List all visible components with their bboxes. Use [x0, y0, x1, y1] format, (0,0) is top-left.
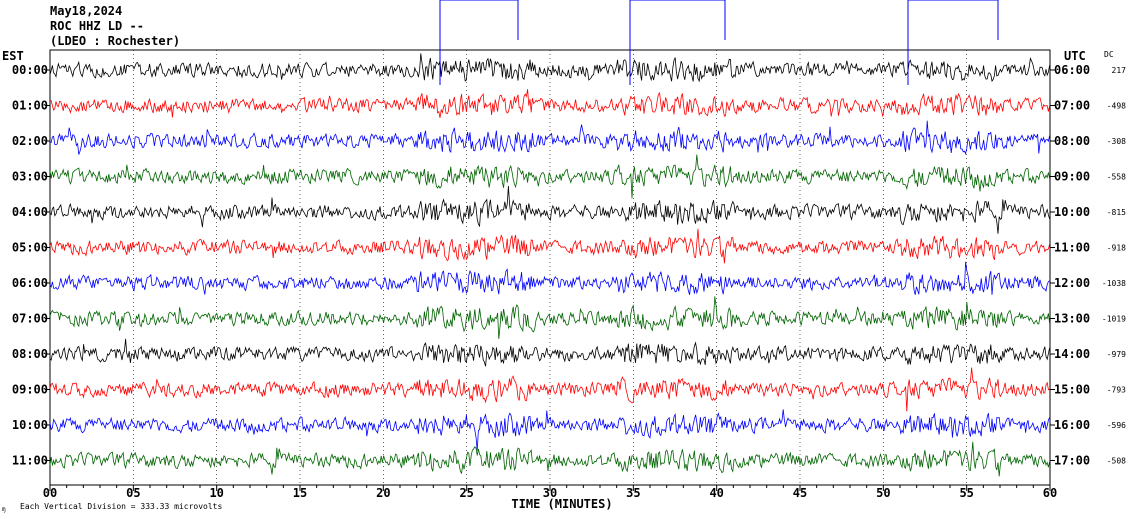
trace-row: [49, 441, 1050, 477]
utc-hour-label: 16:00: [1054, 418, 1090, 432]
trace-spike-outline: [439, 0, 519, 85]
x-tick-label: 30: [543, 486, 557, 500]
utc-axis-label: UTC: [1064, 49, 1086, 63]
est-hour-label: 06:00: [12, 276, 48, 290]
logo-mark: ɱ: [2, 506, 6, 513]
x-tick-label: 00: [43, 486, 57, 500]
dc-offset-value: -815: [1107, 208, 1126, 217]
est-hour-label: 00:00: [12, 63, 48, 77]
est-hour-label: 02:00: [12, 134, 48, 148]
est-hour-label: 09:00: [12, 383, 48, 397]
dc-offset-value: -1038: [1102, 279, 1126, 288]
utc-hour-label: 14:00: [1054, 347, 1090, 361]
est-hour-label: 04:00: [12, 205, 48, 219]
trace-row: [49, 367, 1050, 412]
trace-row: [49, 228, 1050, 264]
x-tick-label: 20: [376, 486, 390, 500]
trace-row: [49, 338, 1050, 367]
dc-label: DC: [1104, 50, 1114, 59]
trace-row: [49, 154, 1050, 199]
trace-row: [49, 409, 1050, 451]
trace-row: [49, 53, 1050, 83]
x-tick-label: 55: [959, 486, 973, 500]
utc-hour-label: 09:00: [1054, 170, 1090, 184]
utc-hour-label: 12:00: [1054, 276, 1090, 290]
trace-spike-outline: [629, 0, 726, 85]
est-labels: 00:00 01:00 02:00 03:00 04:00 05:00 06:00 07:00…: [12, 63, 48, 468]
x-tick-label: 50: [876, 486, 890, 500]
trace-row: [49, 261, 1050, 295]
x-tick-label: 45: [793, 486, 807, 500]
x-tick-label: 10: [209, 486, 223, 500]
utc-hour-label: 15:00: [1054, 383, 1090, 397]
x-tick-label: 05: [126, 486, 140, 500]
dc-offset-value: -918: [1107, 244, 1126, 253]
trace-row: [49, 120, 1050, 155]
est-hour-label: 07:00: [12, 312, 48, 326]
dc-offset-value: 217: [1112, 66, 1127, 75]
trace-layer: [49, 0, 1050, 477]
utc-hour-label: 10:00: [1054, 205, 1090, 219]
dc-offset-value: -979: [1107, 350, 1126, 359]
trace-row: [49, 89, 1050, 118]
x-tick-label: 60: [1043, 486, 1057, 500]
utc-hour-label: 06:00: [1054, 63, 1090, 77]
header-station: ROC HHZ LD --: [50, 19, 144, 33]
utc-labels: 06:00 07:00 08:00 09:00 10:00 11:00 12:00 13:00…: [1054, 63, 1090, 468]
est-hour-label: 03:00: [12, 170, 48, 184]
est-hour-label: 01:00: [12, 99, 48, 113]
trace-row: [49, 185, 1050, 234]
dc-offset-value: -793: [1107, 386, 1126, 395]
x-tick-label: 15: [293, 486, 307, 500]
est-hour-label: 05:00: [12, 241, 48, 255]
est-axis-label: EST: [2, 49, 24, 63]
x-tick-label: 25: [459, 486, 473, 500]
x-axis-label: TIME (MINUTES): [511, 497, 612, 511]
dc-offset-value: -498: [1107, 102, 1126, 111]
dc-offset-value: -308: [1107, 137, 1126, 146]
trace-row: [49, 296, 1050, 339]
x-tick-label: 35: [626, 486, 640, 500]
dc-offset-value: -596: [1107, 421, 1126, 430]
trace-spike-outline: [907, 0, 999, 85]
dc-offset-value: -1019: [1102, 315, 1126, 324]
utc-hour-label: 07:00: [1054, 99, 1090, 113]
grid-layer: [45, 50, 1055, 491]
footer-note: Each Vertical Division = 333.33 microvol…: [20, 502, 222, 511]
utc-hour-label: 11:00: [1054, 241, 1090, 255]
dc-offset-value: -508: [1107, 457, 1126, 466]
est-hour-label: 10:00: [12, 418, 48, 432]
dc-values: 217 -498 -308 -558 -815 -918 -1038 -1019 -979 -79…: [1102, 66, 1126, 466]
est-hour-label: 08:00: [12, 347, 48, 361]
utc-hour-label: 08:00: [1054, 134, 1090, 148]
header-network: (LDEO : Rochester): [50, 34, 180, 48]
dc-offset-value: -558: [1107, 173, 1126, 182]
x-tick-labels: 00 05 10 15 20 25 30 35 40 45 50 55 60: [43, 486, 1057, 500]
plot-frame: [49, 49, 1051, 486]
header-date: May18,2024: [50, 4, 122, 18]
est-hour-label: 11:00: [12, 454, 48, 468]
utc-hour-label: 13:00: [1054, 312, 1090, 326]
utc-hour-label: 17:00: [1054, 454, 1090, 468]
x-tick-label: 40: [709, 486, 723, 500]
